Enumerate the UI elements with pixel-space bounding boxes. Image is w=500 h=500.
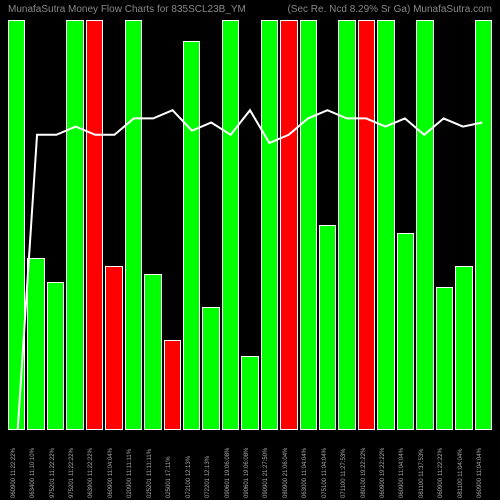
x-label-8: 025001 17:11% — [166, 456, 172, 498]
label-slot-12: 090601 19:06:08% — [241, 430, 258, 500]
label-slot-20: 060900 11:04:04% — [397, 430, 414, 500]
label-slot-19: 060900 19:22:22% — [377, 430, 394, 500]
x-label-9: 072100 12:13% — [186, 456, 192, 498]
label-slot-16: 075100 11:04:04% — [319, 430, 336, 500]
x-label-14: 080900 21:06:04% — [283, 448, 289, 498]
bar-9 — [183, 41, 200, 431]
header-title-left: MunafaSutra Money Flow Charts for 835SCL… — [8, 4, 246, 15]
x-label-20: 060900 11:04:04% — [399, 448, 405, 498]
label-slot-22: 060900 11:22:22% — [436, 430, 453, 500]
x-label-7: 025201 11:11:11% — [147, 449, 153, 498]
x-label-16: 075100 11:04:04% — [322, 448, 328, 498]
bar-15 — [300, 20, 317, 430]
x-label-3: 975201 11:22:22% — [69, 448, 75, 498]
bar-14 — [280, 20, 297, 430]
x-label-15: 063000 11:04:04% — [302, 448, 308, 498]
bar-10 — [202, 307, 219, 430]
x-label-24: 060900 11:04:04% — [477, 448, 483, 498]
bar-12 — [241, 356, 258, 430]
bar-1 — [27, 258, 44, 430]
label-slot-11: 090601 19:06:08% — [222, 430, 239, 500]
label-slot-2: 975201 11:22:22% — [47, 430, 64, 500]
label-slot-7: 025201 11:11:11% — [144, 430, 161, 500]
label-slot-5: 060900 11:04:04% — [105, 430, 122, 500]
label-slot-24: 060900 11:04:04% — [475, 430, 492, 500]
bar-6 — [125, 20, 142, 430]
label-slot-10: 072201 12:13% — [202, 430, 219, 500]
bar-5 — [105, 266, 122, 430]
chart-area: 060900 11:22:22% 063400 11:10:10% 975201 1… — [0, 0, 500, 500]
x-label-23: 081100 11:04:04% — [458, 449, 464, 499]
bar-13 — [261, 20, 278, 430]
bar-8 — [164, 340, 181, 430]
x-label-10: 072201 12:13% — [205, 456, 211, 498]
label-slot-0: 060900 11:22:22% — [8, 430, 25, 500]
bar-21 — [416, 20, 433, 430]
label-slot-18: 080100 19:22:22% — [358, 430, 375, 500]
bar-3 — [66, 20, 83, 430]
bars-container — [8, 20, 492, 430]
bar-16 — [319, 225, 336, 430]
x-axis-labels: 060900 11:22:22% 063400 11:10:10% 975201 1… — [8, 430, 492, 500]
bar-7 — [144, 274, 161, 430]
header-title-right: (Sec Re. Ncd 8.29% Sr Ga) MunafaSutra.co… — [287, 4, 492, 15]
bar-24 — [475, 20, 492, 430]
x-label-0: 060900 11:22:22% — [11, 448, 17, 498]
bar-11 — [222, 20, 239, 430]
label-slot-6: 020900 11:11:11% — [125, 430, 142, 500]
label-slot-17: 071100 11:27:53% — [338, 430, 355, 500]
label-slot-15: 063000 11:04:04% — [300, 430, 317, 500]
label-slot-21: 081100 11:37:53% — [416, 430, 433, 500]
x-label-2: 975201 11:22:22% — [50, 448, 56, 498]
bar-2 — [47, 282, 64, 430]
bar-22 — [436, 287, 453, 431]
bar-20 — [397, 233, 414, 430]
x-label-11: 090601 19:06:08% — [225, 448, 231, 498]
x-label-5: 060900 11:04:04% — [108, 448, 114, 498]
x-label-1: 063400 11:10:10% — [30, 448, 36, 498]
label-slot-3: 975201 11:22:22% — [66, 430, 83, 500]
x-label-19: 060900 19:22:22% — [380, 448, 386, 498]
x-label-6: 020900 11:11:11% — [127, 449, 133, 498]
x-label-13: 090901 21:27:50% — [263, 448, 269, 498]
label-slot-13: 090901 21:27:50% — [261, 430, 278, 500]
bar-0 — [8, 20, 25, 430]
label-slot-8: 025001 17:11% — [164, 430, 181, 500]
x-label-4: 063900 11:22:22% — [88, 448, 94, 498]
bar-18 — [358, 20, 375, 430]
bar-19 — [377, 20, 394, 430]
label-slot-14: 080900 21:06:04% — [280, 430, 297, 500]
bar-4 — [86, 20, 103, 430]
x-label-12: 090601 19:06:08% — [244, 448, 250, 498]
x-label-21: 081100 11:37:53% — [419, 449, 425, 499]
bar-23 — [455, 266, 472, 430]
bar-17 — [338, 20, 355, 430]
x-label-18: 080100 19:22:22% — [361, 448, 367, 498]
label-slot-4: 063900 11:22:22% — [86, 430, 103, 500]
label-slot-1: 063400 11:10:10% — [27, 430, 44, 500]
x-label-17: 071100 11:27:53% — [341, 449, 347, 499]
label-slot-9: 072100 12:13% — [183, 430, 200, 500]
label-slot-23: 081100 11:04:04% — [455, 430, 472, 500]
x-label-22: 060900 11:22:22% — [438, 448, 444, 498]
chart-header: MunafaSutra Money Flow Charts for 835SCL… — [0, 4, 500, 15]
